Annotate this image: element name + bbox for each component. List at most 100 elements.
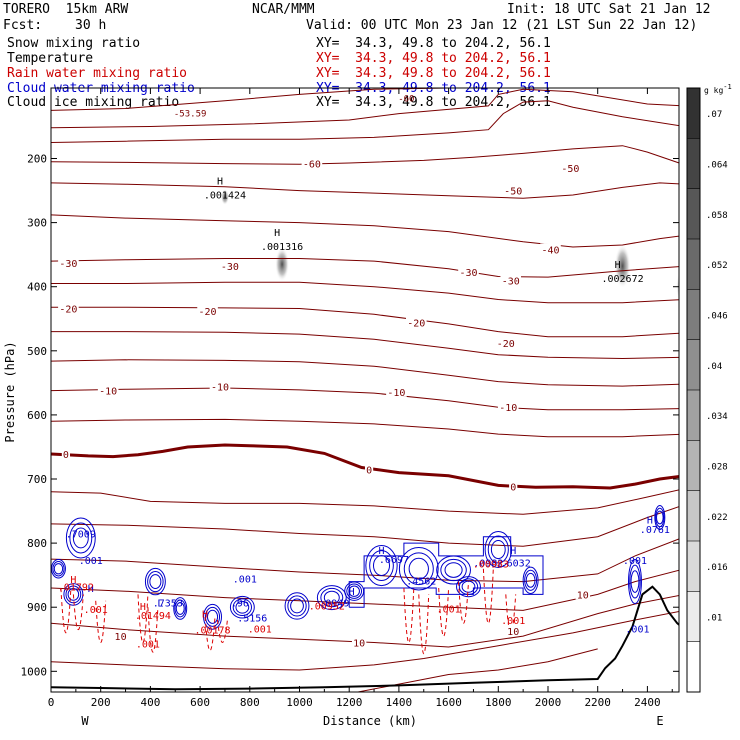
y-tick-label: 700 <box>27 473 47 486</box>
temperature-label: -20 <box>497 339 515 350</box>
x-tick-label: 0 <box>48 696 55 709</box>
y-tick-label: 400 <box>27 281 47 294</box>
rain-label: .001 <box>84 605 108 616</box>
cloud-water-label: .0761 <box>640 525 670 536</box>
y-tick-label: 500 <box>27 345 47 358</box>
isotherm <box>51 610 679 671</box>
rain-contours <box>60 568 517 654</box>
colorbar-label: .01 <box>706 614 722 624</box>
rain-label: .00952 <box>309 601 345 612</box>
x-tick-label: 1800 <box>485 696 512 709</box>
snow-max-marker: H <box>274 228 280 239</box>
isotherm <box>51 359 679 387</box>
x-tick-label: 600 <box>190 696 210 709</box>
rain-label: .001 <box>136 640 160 651</box>
field-rain-xy: XY= 34.3, 49.8 to 204.2, 56.1 <box>316 66 551 81</box>
temperature-contours <box>51 88 679 692</box>
snow-max-value: .001424 <box>204 191 246 202</box>
snow-max-value: .002672 <box>601 274 643 285</box>
cloud-water-contour <box>232 598 253 617</box>
cloud-water-contour <box>284 592 310 620</box>
x-tick-label: 1400 <box>386 696 413 709</box>
cloud-water-contour <box>149 574 162 590</box>
cloud-water-label: H <box>647 515 653 526</box>
rain-contour <box>137 594 149 643</box>
temperature-label: 0 <box>510 483 516 494</box>
temperature-label-bg <box>575 588 590 600</box>
field-temperature-name: Temperature <box>7 51 94 66</box>
rain-contour <box>95 600 107 643</box>
temperature-label-bg <box>405 316 427 328</box>
temperature-label: 10 <box>577 590 589 601</box>
cloud-water-contour <box>369 550 394 582</box>
cloud-water-label: .5156 <box>237 613 267 624</box>
cloud-water-contour <box>444 562 463 578</box>
x-tick-label: 2200 <box>584 696 611 709</box>
cloud-water-contour <box>203 603 222 630</box>
cloud-water-band <box>348 536 544 608</box>
end-label-right: E <box>656 714 663 728</box>
cloud-water-contour <box>656 510 664 525</box>
rain-contour <box>147 607 159 653</box>
colorbar-segment <box>687 188 700 239</box>
valid-time: Valid: 00 UTC Mon 23 Jan 12 (21 LST Sun … <box>306 18 698 33</box>
cloud-water-contour <box>229 595 255 619</box>
cloud-water-contour <box>461 580 476 593</box>
snow-max-value: .001316 <box>261 242 303 253</box>
colorbar-label: .07 <box>706 110 722 120</box>
rain-label: .00983 <box>473 560 509 571</box>
end-label-left: W <box>81 714 89 728</box>
cloud-water-label: .0982 <box>473 558 503 569</box>
rain-contour <box>505 594 517 634</box>
cloud-water-contour <box>175 602 185 615</box>
cloud-water-contour <box>365 545 398 587</box>
cloud-water-contour <box>65 585 82 604</box>
cloud-water-contour <box>290 598 304 614</box>
rain-label: .01792 <box>58 583 94 594</box>
temperature-label: -40 <box>541 246 559 257</box>
field-snow-xy: XY= 34.3, 49.8 to 204.2, 56.1 <box>316 36 551 51</box>
cloud-water-contour <box>346 583 363 599</box>
cloud-water-contour <box>316 585 347 611</box>
isotherm <box>51 594 679 648</box>
cloud-water-contour <box>525 572 536 588</box>
colorbar-segment <box>687 591 700 642</box>
cloud-water-contour <box>72 527 89 549</box>
colorbar-segment <box>687 490 700 541</box>
temperature-label-bg <box>386 385 407 397</box>
colorbar-segment <box>687 541 700 592</box>
colorbar-segment <box>687 138 700 189</box>
cloud-water-contour <box>630 570 640 593</box>
snow-blob <box>220 188 229 205</box>
cloud-water-contour <box>173 597 188 620</box>
cloud-water-contour <box>206 609 219 624</box>
cloud-water-contour <box>65 517 96 559</box>
rain-label: .00178 <box>194 626 230 637</box>
fcst-value: 30 h <box>75 18 107 33</box>
rain-contour <box>217 619 228 643</box>
isotherm <box>51 331 679 360</box>
snow-shading <box>220 188 679 301</box>
cloud-water-contour <box>522 566 539 595</box>
cloud-water-label: H <box>88 584 94 595</box>
temperature-label: -30 <box>459 268 477 279</box>
temperature-label: -10 <box>387 388 405 399</box>
temperature-label-bg <box>495 337 517 349</box>
temperature-label-bg <box>58 256 79 268</box>
cloud-water-contour <box>51 559 66 579</box>
colorbar-segment <box>687 641 700 692</box>
cloud-water-label: .96 <box>231 599 249 610</box>
temperature-label-bg <box>497 401 519 413</box>
temperature-label: 10 <box>507 627 519 638</box>
rain-label: .001 <box>248 624 272 635</box>
x-tick-label: 1600 <box>435 696 462 709</box>
temperature-label-bg <box>506 624 521 636</box>
field-rain-name: Rain water mixing ratio <box>7 66 188 81</box>
cloud-water-contour <box>490 539 506 560</box>
temperature-label: -30 <box>221 262 239 273</box>
isotherm <box>51 88 449 111</box>
temperature-label-bg <box>197 305 218 317</box>
rain-label: .001 <box>501 616 525 627</box>
colorbar-label: .058 <box>706 211 728 221</box>
